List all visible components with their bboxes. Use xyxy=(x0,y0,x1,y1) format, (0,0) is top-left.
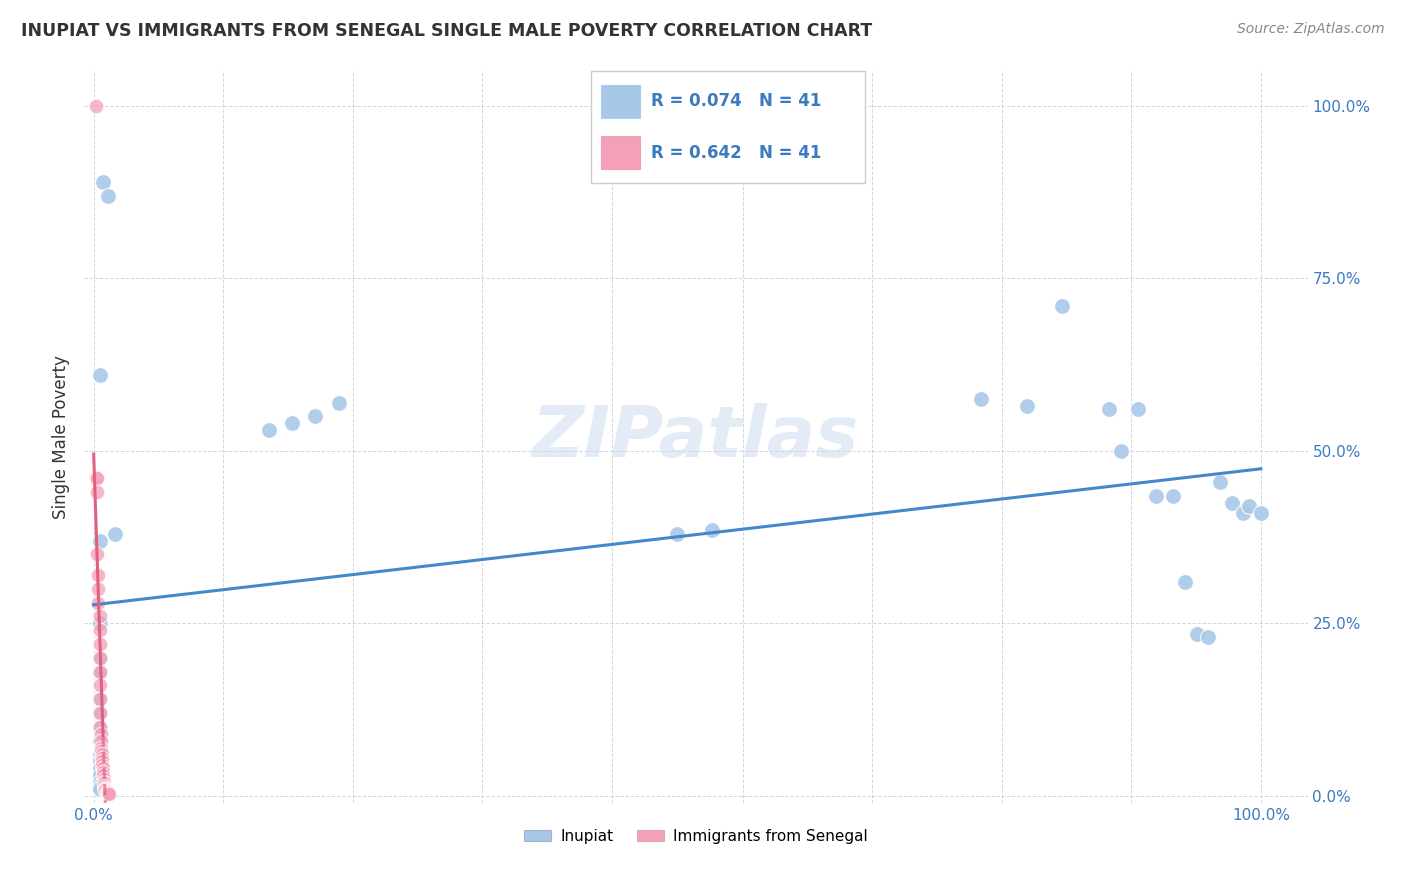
Point xyxy=(90,751,112,765)
Point xyxy=(89,733,111,747)
Point xyxy=(90,744,112,758)
Point xyxy=(90,733,112,747)
Point xyxy=(93,779,115,793)
Text: R = 0.074   N = 41: R = 0.074 N = 41 xyxy=(651,93,821,111)
Point xyxy=(89,692,111,706)
Point xyxy=(87,596,110,610)
Point xyxy=(1144,489,1167,503)
Point xyxy=(94,782,117,797)
Point xyxy=(89,665,111,679)
Point xyxy=(89,706,111,720)
Point xyxy=(93,775,115,789)
Point xyxy=(87,582,110,596)
Point xyxy=(97,786,120,800)
Point xyxy=(90,755,112,769)
Point xyxy=(86,485,108,500)
Point xyxy=(1209,475,1232,489)
Point xyxy=(702,523,724,537)
Point xyxy=(1197,630,1219,644)
Point xyxy=(93,776,115,790)
Text: ZIPatlas: ZIPatlas xyxy=(533,402,859,472)
Point xyxy=(89,651,111,665)
Point xyxy=(93,772,115,786)
Point xyxy=(94,782,117,797)
Text: INUPIAT VS IMMIGRANTS FROM SENEGAL SINGLE MALE POVERTY CORRELATION CHART: INUPIAT VS IMMIGRANTS FROM SENEGAL SINGL… xyxy=(21,22,872,40)
Point xyxy=(328,395,350,409)
Point xyxy=(97,785,120,799)
Point xyxy=(970,392,993,406)
FancyBboxPatch shape xyxy=(602,136,640,169)
Point xyxy=(91,175,114,189)
Point xyxy=(89,637,111,651)
Point xyxy=(96,784,118,798)
Point xyxy=(89,747,111,762)
Point xyxy=(89,768,111,782)
Point xyxy=(1128,402,1150,417)
Point xyxy=(90,727,112,741)
Point xyxy=(90,740,112,755)
Point xyxy=(1237,499,1260,513)
Point xyxy=(94,780,117,795)
Point xyxy=(97,787,120,801)
Point xyxy=(1174,574,1197,589)
Point xyxy=(304,409,326,424)
Point xyxy=(89,720,111,734)
Point xyxy=(89,782,111,797)
Legend: Inupiat, Immigrants from Senegal: Inupiat, Immigrants from Senegal xyxy=(517,822,875,850)
Y-axis label: Single Male Poverty: Single Male Poverty xyxy=(52,355,70,519)
Point xyxy=(1232,506,1254,520)
Point xyxy=(86,548,108,562)
Point xyxy=(87,568,110,582)
Point xyxy=(1220,495,1243,509)
Point xyxy=(96,785,118,799)
Point xyxy=(90,747,112,762)
FancyBboxPatch shape xyxy=(591,71,865,183)
Point xyxy=(91,764,114,779)
Point xyxy=(90,757,112,772)
Point xyxy=(97,188,120,202)
Point xyxy=(89,651,111,665)
Point xyxy=(666,526,689,541)
Point xyxy=(89,761,111,775)
Point xyxy=(104,526,127,541)
Point xyxy=(1017,399,1039,413)
Point xyxy=(281,417,304,431)
Point xyxy=(89,616,111,631)
Point xyxy=(91,761,114,775)
Point xyxy=(91,768,114,782)
Text: Source: ZipAtlas.com: Source: ZipAtlas.com xyxy=(1237,22,1385,37)
Point xyxy=(1163,489,1185,503)
Point xyxy=(89,775,111,789)
Point xyxy=(89,624,111,638)
Point xyxy=(89,779,111,793)
Point xyxy=(1109,443,1132,458)
Text: R = 0.642   N = 41: R = 0.642 N = 41 xyxy=(651,144,821,161)
Point xyxy=(1098,402,1121,417)
Point xyxy=(89,755,111,769)
FancyBboxPatch shape xyxy=(602,85,640,119)
Point xyxy=(1250,506,1272,520)
Point xyxy=(89,533,111,548)
Point xyxy=(89,720,111,734)
Point xyxy=(89,665,111,679)
Point xyxy=(1052,299,1074,313)
Point xyxy=(89,678,111,692)
Point xyxy=(84,471,107,485)
Point xyxy=(257,423,280,437)
Point xyxy=(1185,626,1208,640)
Point xyxy=(84,99,107,113)
Point xyxy=(89,692,111,706)
Point xyxy=(86,471,108,485)
Point xyxy=(89,368,111,382)
Point xyxy=(89,609,111,624)
Point xyxy=(89,706,111,720)
Point xyxy=(94,783,117,797)
